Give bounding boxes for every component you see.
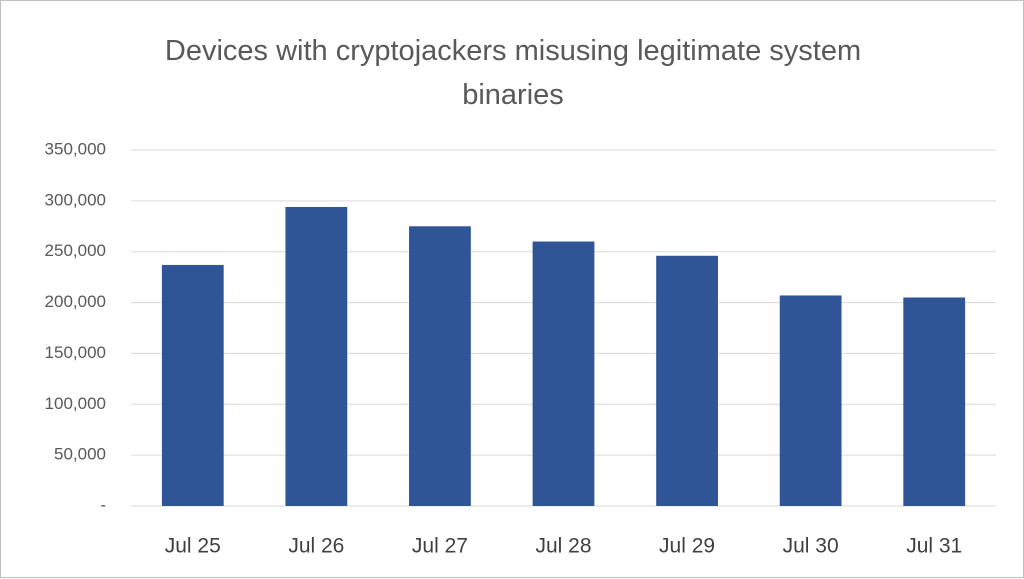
bar [656,255,718,506]
bar [532,241,595,507]
y-tick-label: 100,000 [45,394,106,413]
y-tick-label: 200,000 [45,292,106,311]
x-tick-label: Jul 29 [659,535,715,558]
bar [409,226,471,507]
y-tick-label: 300,000 [45,190,106,209]
y-tick-label: 250,000 [45,241,106,260]
x-tick-label: Jul 31 [906,535,962,558]
bar [285,206,348,506]
y-tick-label: - [100,495,106,514]
chart-title: Devices with cryptojackers misusing legi… [164,35,862,111]
x-tick-label: Jul 28 [535,535,591,558]
bar [779,295,842,506]
y-tick-label: 50,000 [54,445,106,464]
bar [161,264,224,506]
bar [903,297,966,506]
x-tick-label: Jul 25 [165,535,221,558]
y-tick-label: 350,000 [45,139,106,158]
x-tick-label: Jul 30 [783,535,839,558]
x-tick-label: Jul 26 [288,535,344,558]
y-tick-label: 150,000 [45,343,106,362]
x-tick-label: Jul 27 [412,535,468,558]
